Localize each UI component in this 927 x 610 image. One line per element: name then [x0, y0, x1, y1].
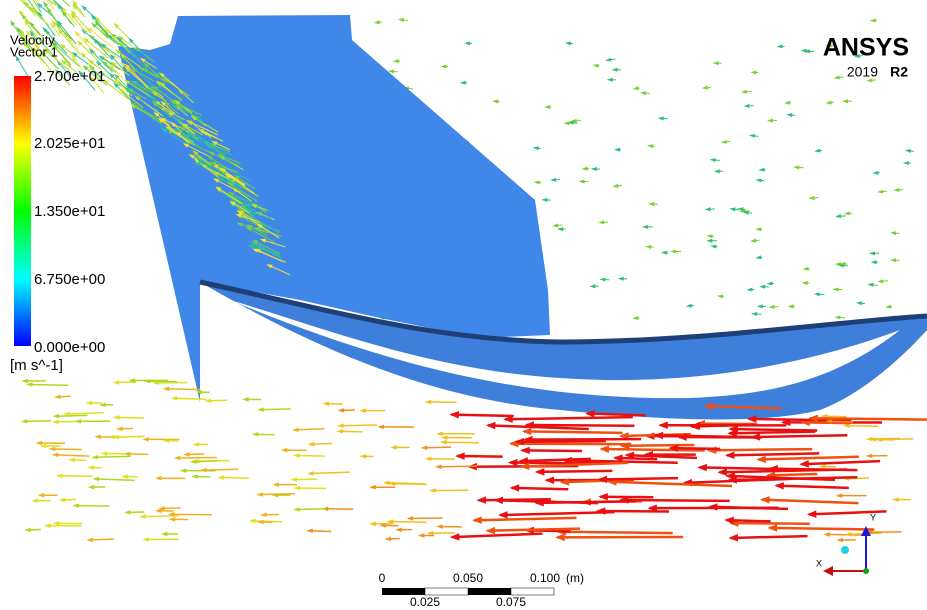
- viewport: Velocity Vector 1 2.700e+01 2.025e+01 1.…: [0, 0, 927, 610]
- scale-segment: [511, 588, 554, 595]
- scale-segment: [382, 588, 425, 595]
- triad-label: Y: [870, 512, 876, 522]
- legend-unit: [m s^-1]: [10, 357, 63, 374]
- legend-label: 6.750e+00: [34, 271, 105, 288]
- color-bar: [14, 76, 31, 346]
- legend-label: 1.350e+01: [34, 203, 105, 220]
- scale-bar: [382, 588, 554, 595]
- scale-label: 0.075: [496, 595, 526, 609]
- scale-unit: (m): [566, 571, 584, 585]
- scale-segment: [425, 588, 468, 595]
- scale-label: 0.025: [410, 595, 440, 609]
- logo-brand: ANSYS: [823, 34, 909, 62]
- legend-subtitle: Vector 1: [10, 44, 58, 59]
- scale-label: 0.100: [530, 571, 560, 585]
- legend-label: 2.025e+01: [34, 135, 105, 152]
- logo-year: 2019: [847, 64, 878, 80]
- triad-origin: [863, 568, 869, 574]
- triad-label: X: [816, 558, 822, 568]
- scale-label: 0: [379, 571, 386, 585]
- logo-release: R2: [890, 64, 908, 80]
- legend-label: 2.700e+01: [34, 68, 105, 85]
- scale-label: 0.050: [453, 571, 483, 585]
- scale-segment: [468, 588, 511, 595]
- legend-label: 0.000e+00: [34, 339, 105, 356]
- triad-z: [841, 546, 849, 554]
